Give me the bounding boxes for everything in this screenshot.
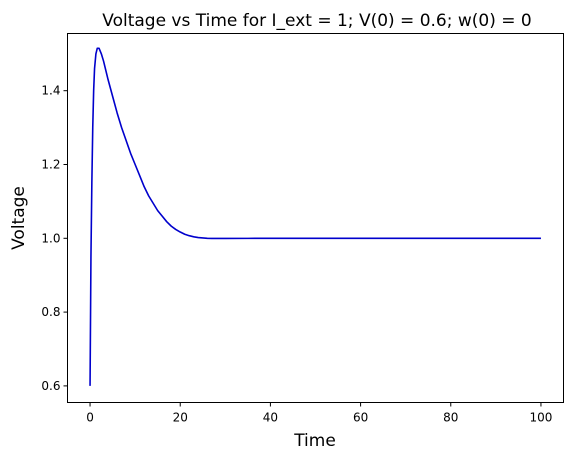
y-tick-label: 0.8 (41, 305, 60, 319)
x-tick-label: 20 (173, 411, 188, 425)
voltage-series-line (89, 47, 541, 386)
x-tick-label: 0 (86, 411, 94, 425)
x-axis-ticks: 0 20 40 60 80 100 (86, 402, 553, 425)
x-tick-label: 100 (530, 411, 553, 425)
y-axis-ticks: 0.6 0.8 1.0 1.2 1.4 (41, 84, 68, 393)
y-tick-label: 1.4 (41, 84, 60, 98)
plot-frame (67, 33, 564, 403)
x-tick-label: 60 (353, 411, 368, 425)
y-tick-label: 1.0 (41, 231, 60, 245)
y-tick-label: 0.6 (41, 379, 60, 393)
x-tick-label: 80 (443, 411, 458, 425)
plot-lines (89, 47, 541, 386)
chart-title: Voltage vs Time for I_ext = 1; V(0) = 0.… (102, 11, 531, 31)
x-tick-label: 40 (263, 411, 278, 425)
y-tick-label: 1.2 (41, 157, 60, 171)
x-axis-label: Time (293, 431, 336, 451)
y-axis-label: Voltage (9, 186, 29, 250)
